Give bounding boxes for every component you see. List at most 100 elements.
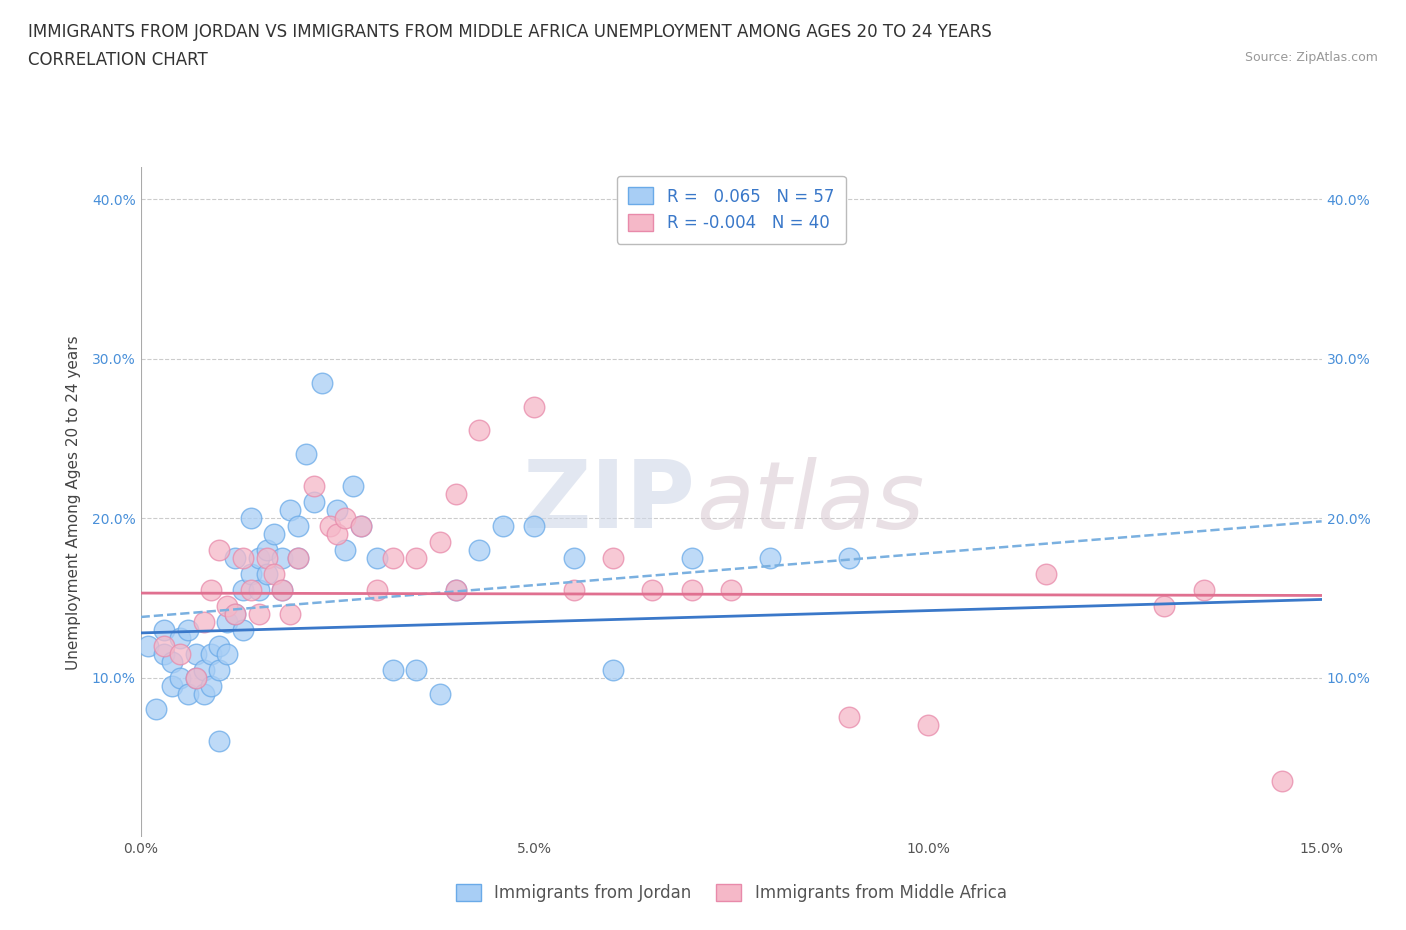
Point [381,662,404,677]
Y-axis label: Unemployment Among Ages 20 to 24 years: Unemployment Among Ages 20 to 24 years [66,335,80,670]
Point [247,582,270,597]
Point [523,399,546,414]
Point [681,582,703,597]
Point [405,551,427,565]
Point [366,582,388,597]
Point [287,551,309,565]
Point [208,734,231,749]
Point [200,582,222,597]
Point [217,646,239,661]
Point [278,503,301,518]
Point [302,495,325,510]
Point [138,638,160,653]
Point [326,503,349,518]
Point [160,678,183,693]
Text: CORRELATION CHART: CORRELATION CHART [28,51,208,69]
Point [326,526,349,541]
Legend: Immigrants from Jordan, Immigrants from Middle Africa: Immigrants from Jordan, Immigrants from … [449,878,1014,909]
Point [208,638,231,653]
Point [838,551,860,565]
Point [381,551,404,565]
Point [1153,598,1175,613]
Point [256,566,278,581]
Point [200,646,222,661]
Point [405,662,427,677]
Point [278,606,301,621]
Point [492,519,515,534]
Point [335,542,357,557]
Point [247,551,270,565]
Point [759,551,782,565]
Point [838,710,860,724]
Point [200,678,222,693]
Point [153,622,176,637]
Point [153,646,176,661]
Point [224,551,246,565]
Point [350,519,373,534]
Point [224,606,246,621]
Point [239,511,262,525]
Point [239,566,262,581]
Point [224,606,246,621]
Point [562,551,585,565]
Point [429,535,451,550]
Point [562,582,585,597]
Point [602,662,624,677]
Point [232,582,254,597]
Point [444,582,467,597]
Point [177,686,200,701]
Point [169,631,191,645]
Point [342,479,364,494]
Point [160,654,183,669]
Point [271,582,294,597]
Point [263,526,285,541]
Point [444,486,467,501]
Point [184,671,207,685]
Point [208,542,231,557]
Text: atlas: atlas [696,457,924,548]
Point [232,551,254,565]
Point [523,519,546,534]
Point [256,542,278,557]
Point [1035,566,1057,581]
Point [263,566,285,581]
Point [153,638,176,653]
Point [217,598,239,613]
Point [287,551,309,565]
Point [184,671,207,685]
Point [366,551,388,565]
Point [271,582,294,597]
Point [681,551,703,565]
Point [295,447,318,462]
Point [641,582,664,597]
Point [184,646,207,661]
Text: IMMIGRANTS FROM JORDAN VS IMMIGRANTS FROM MIDDLE AFRICA UNEMPLOYMENT AMONG AGES : IMMIGRANTS FROM JORDAN VS IMMIGRANTS FRO… [28,23,991,41]
Point [602,551,624,565]
Point [302,479,325,494]
Point [256,551,278,565]
Point [335,511,357,525]
Point [350,519,373,534]
Point [169,646,191,661]
Point [468,542,491,557]
Point [468,423,491,438]
Point [1271,774,1294,789]
Point [145,702,167,717]
Point [232,622,254,637]
Point [318,519,340,534]
Point [177,622,200,637]
Text: ZIP: ZIP [523,457,696,548]
Point [917,718,939,733]
Point [193,686,215,701]
Point [247,606,270,621]
Point [217,615,239,630]
Point [193,662,215,677]
Point [169,671,191,685]
Point [1192,582,1215,597]
Point [193,615,215,630]
Point [271,551,294,565]
Point [239,582,262,597]
Point [208,662,231,677]
Text: Source: ZipAtlas.com: Source: ZipAtlas.com [1244,51,1378,64]
Point [287,519,309,534]
